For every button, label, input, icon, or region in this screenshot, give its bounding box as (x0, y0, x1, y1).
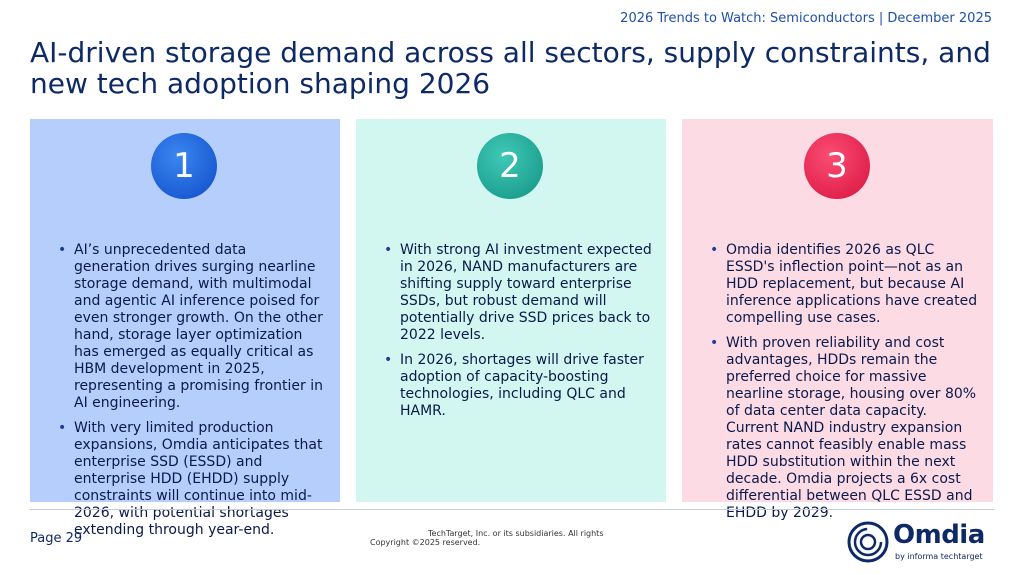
bullet-list-3: Omdia identifies 2026 as QLC ESSD's infl… (710, 242, 979, 522)
logo-wordmark: Omdia (893, 520, 985, 550)
number-badge-3: 3 (804, 133, 870, 199)
panel-1: 1 AI’s unprecedented data generation dri… (30, 119, 340, 538)
number-badge-2: 2 (477, 133, 543, 199)
copyright-line-1: TechTarget, Inc. or its subsidiaries. Al… (428, 529, 604, 538)
page-title: AI-driven storage demand across all sect… (30, 36, 991, 100)
page-number: Page 29 (30, 531, 83, 546)
omdia-ring-icon (847, 521, 889, 563)
copyright-line-2: Copyright ©2025 reserved. (370, 538, 481, 547)
bullet-list-1: AI’s unprecedented data generation drive… (58, 242, 326, 539)
bullet-item: In 2026, shortages will drive faster ado… (384, 352, 652, 420)
bullet-list-2: With strong AI investment expected in 20… (384, 242, 652, 420)
footer-divider (30, 509, 994, 510)
omdia-logo: Omdia by informa techtarget (846, 520, 996, 566)
bullet-item: With strong AI investment expected in 20… (384, 242, 652, 344)
bullet-item: AI’s unprecedented data generation drive… (58, 242, 326, 412)
bullet-item: Omdia identifies 2026 as QLC ESSD's infl… (710, 242, 979, 327)
panel-3: 3 Omdia identifies 2026 as QLC ESSD's in… (682, 119, 993, 521)
panel-2: 2 With strong AI investment expected in … (356, 119, 666, 502)
bullet-item: With very limited production expansions,… (58, 420, 326, 539)
logo-byline: by informa techtarget (895, 552, 983, 561)
header-note: 2026 Trends to Watch: Semiconductors | D… (620, 11, 992, 26)
number-badge-1: 1 (151, 133, 217, 199)
bullet-item: With proven reliability and cost advanta… (710, 335, 979, 522)
